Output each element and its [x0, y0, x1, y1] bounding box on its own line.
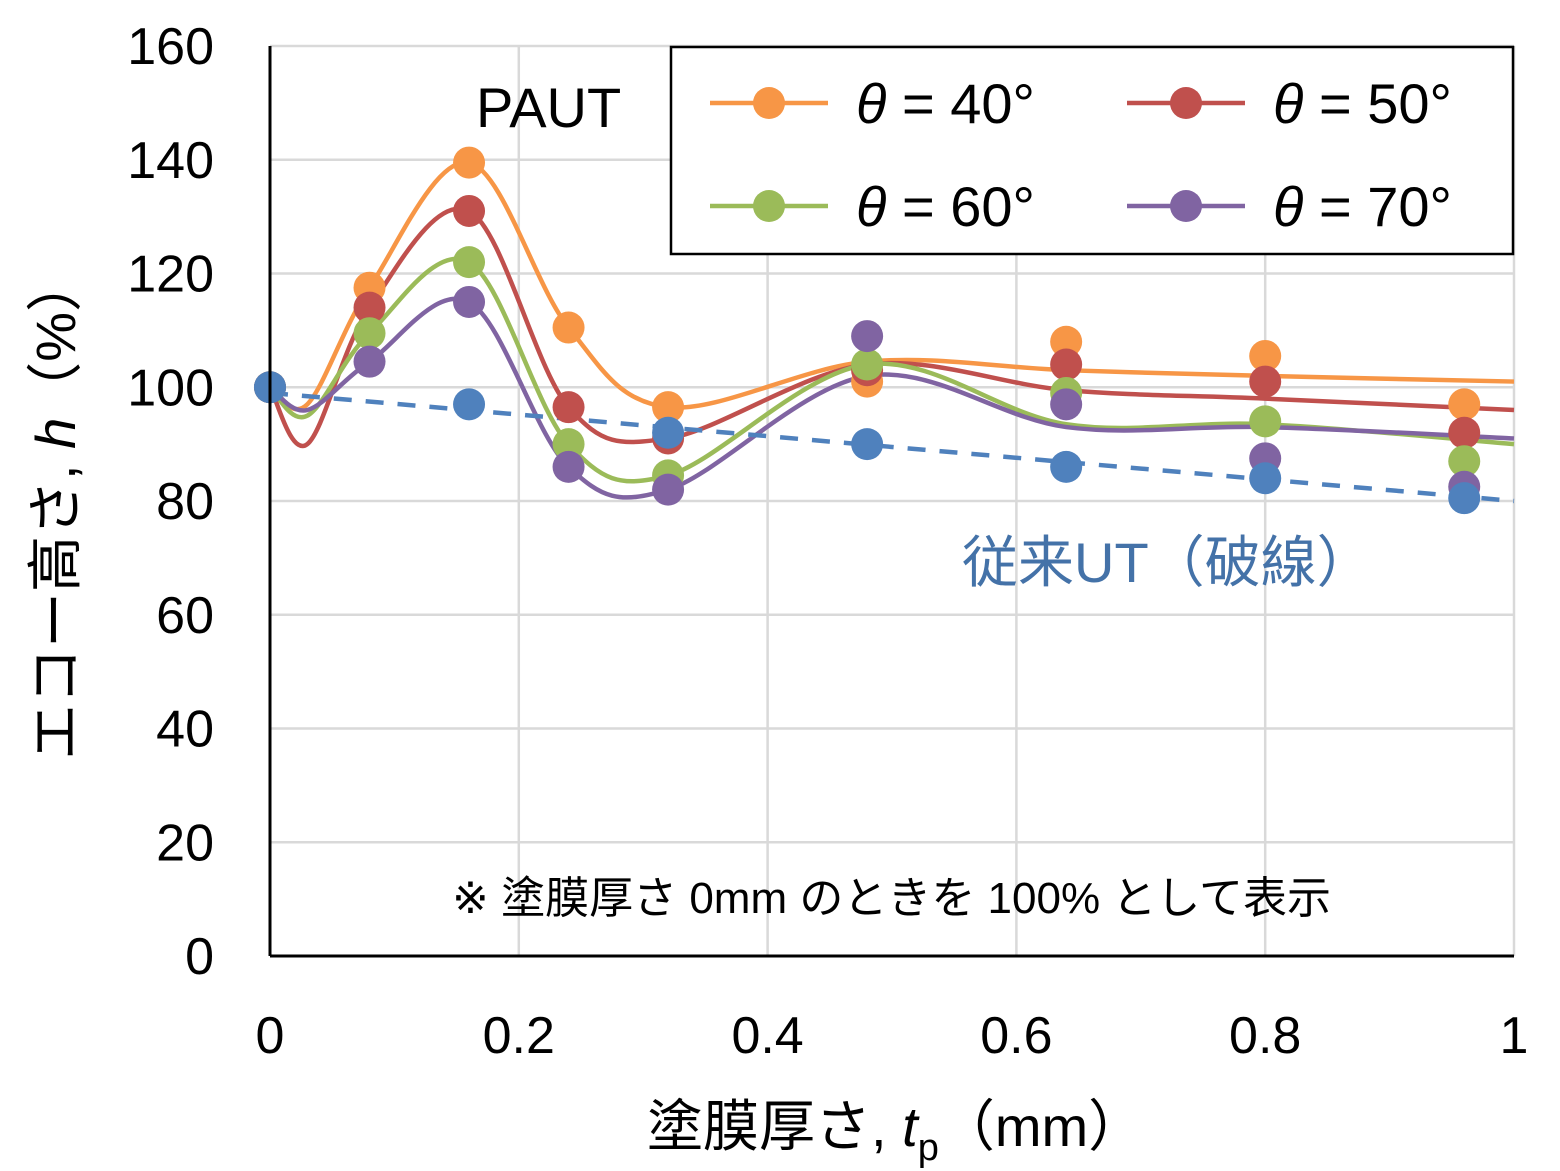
data-point-series-4 — [652, 416, 685, 449]
y-tick-label: 60 — [156, 587, 214, 645]
data-point-series-3 — [353, 345, 386, 378]
legend-swatch-marker — [753, 190, 785, 222]
legend-swatch-marker — [1170, 190, 1202, 222]
x-axis-label-unit: （mm） — [939, 1095, 1144, 1158]
x-tick-label: 0.2 — [483, 1007, 555, 1065]
y-tick-label: 140 — [127, 132, 214, 190]
data-point-series-2 — [1448, 445, 1481, 478]
legend-label: θ = 60° — [856, 175, 1035, 238]
legend-label-value: = 40° — [886, 72, 1035, 135]
data-point-series-2 — [552, 428, 585, 461]
data-point-series-3 — [652, 473, 685, 506]
y-axis-label-italic: h — [24, 418, 87, 449]
legend: θ = 40° θ = 50°θ = 60° θ = 70° — [669, 45, 1515, 256]
data-point-series-1 — [353, 291, 386, 324]
data-point-series-2 — [851, 348, 884, 381]
y-tick-label: 120 — [127, 246, 214, 304]
paut-label: PAUT — [476, 76, 621, 139]
y-tick-label: 40 — [156, 701, 214, 759]
data-point-series-4 — [1050, 450, 1083, 483]
legend-label: θ = 40° — [856, 72, 1035, 135]
y-axis-label-unit: （%） — [24, 256, 87, 418]
y-tick-label: 0 — [185, 928, 214, 986]
data-point-series-1 — [453, 194, 486, 227]
x-axis-label-italic: t — [902, 1095, 920, 1158]
data-point-series-3 — [453, 285, 486, 318]
legend-label-theta: θ — [1273, 72, 1303, 135]
legend-label-value: = 60° — [886, 175, 1035, 238]
legend-box — [669, 45, 1515, 256]
data-point-series-4 — [851, 428, 884, 461]
y-tick-label: 80 — [156, 473, 214, 531]
conventional-ut-label: 従来UT（破線） — [962, 531, 1373, 594]
legend-label-value: = 50° — [1303, 72, 1452, 135]
legend-label: θ = 70° — [1273, 175, 1452, 238]
data-point-series-4 — [1249, 462, 1282, 495]
data-point-series-1 — [552, 391, 585, 424]
normalization-note: ※ 塗膜厚さ 0mm のときを 100% として表示 — [452, 874, 1331, 923]
data-point-series-3 — [1050, 388, 1083, 421]
legend-swatch-marker — [753, 87, 785, 119]
data-point-series-1 — [1448, 416, 1481, 449]
data-point-series-2 — [1249, 405, 1282, 438]
data-point-series-3 — [851, 320, 884, 353]
tick-labels: 0 20 40 60 80 100 120 140 160 0 0.2 0.4 0.6 0.8 1 — [127, 18, 1528, 1065]
data-point-series-0 — [453, 146, 486, 179]
x-axis-label: 塗膜厚さ, tp（mm） — [647, 1095, 1144, 1169]
x-tick-label: 1 — [1500, 1007, 1529, 1065]
data-points — [254, 146, 1481, 515]
data-point-series-3 — [552, 450, 585, 483]
data-point-series-0 — [552, 311, 585, 344]
legend-label-theta: θ — [856, 72, 886, 135]
y-tick-label: 20 — [156, 814, 214, 872]
y-tick-label: 100 — [127, 359, 214, 417]
data-point-series-4 — [1448, 482, 1481, 515]
data-point-series-1 — [1050, 348, 1083, 381]
x-tick-label: 0.4 — [731, 1007, 803, 1065]
y-axis-label: エコー高さ, h（%） — [24, 256, 87, 760]
legend-label: θ = 50° — [1273, 72, 1452, 135]
x-axis-label-sub: p — [918, 1127, 939, 1169]
x-tick-label: 0.6 — [980, 1007, 1052, 1065]
data-point-series-0 — [1448, 388, 1481, 421]
y-axis-label-main: エコー高さ, — [24, 449, 87, 760]
x-axis-label-main: 塗膜厚さ, — [647, 1095, 902, 1158]
data-point-series-2 — [353, 317, 386, 350]
data-point-series-2 — [453, 246, 486, 279]
data-point-series-0 — [1050, 325, 1083, 358]
data-point-series-0 — [652, 391, 685, 424]
axes — [268, 46, 1514, 958]
legend-label-theta: θ — [856, 175, 886, 238]
data-point-series-0 — [1249, 339, 1282, 372]
data-point-series-1 — [1249, 365, 1282, 398]
x-tick-label: 0.8 — [1229, 1007, 1301, 1065]
legend-label-theta: θ — [1273, 175, 1303, 238]
y-tick-label: 160 — [127, 18, 214, 76]
legend-swatch-marker — [1170, 87, 1202, 119]
legend-label-value: = 70° — [1303, 175, 1452, 238]
x-tick-label: 0 — [256, 1007, 285, 1065]
data-point-series-4 — [453, 388, 486, 421]
